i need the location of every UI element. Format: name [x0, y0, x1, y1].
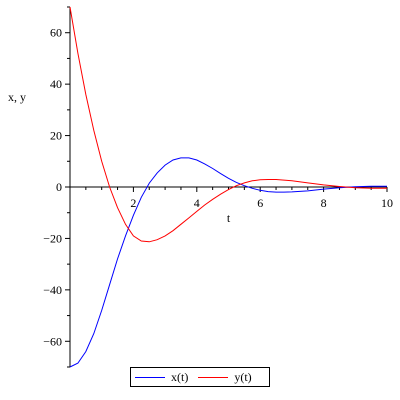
legend: x(t) y(t): [130, 367, 270, 387]
legend-label-y: y(t): [234, 369, 252, 384]
x-tick-label: 10: [381, 196, 393, 210]
y-axis-title: x, y: [8, 90, 26, 104]
series-line-y: [69, 6, 387, 243]
y-tick-label: 60: [50, 26, 62, 40]
axes: [65, 6, 388, 368]
x-tick-label: 8: [321, 196, 327, 210]
series-line-x: [69, 157, 387, 368]
y-tick-label: −20: [43, 231, 62, 245]
labels-layer: 60 40 20 0 −20 −40 −60 2 4 6 8 10: [43, 26, 393, 349]
legend-item-x: x(t): [135, 370, 188, 385]
y-tick-label: −60: [43, 334, 62, 348]
y-tick-label: 20: [50, 129, 62, 143]
x-tick-label: 4: [194, 196, 200, 210]
x-tick-label: 6: [257, 196, 263, 210]
x-axis-title: t: [227, 211, 231, 225]
y-tick-label: 0: [56, 180, 62, 194]
legend-swatch-x: [135, 376, 165, 378]
series-layer: [69, 6, 387, 368]
x-tick-label: 2: [130, 196, 136, 210]
y-tick-label: −40: [43, 283, 62, 297]
legend-item-y: y(t): [198, 369, 252, 385]
legend-label-x: x(t): [171, 369, 189, 384]
legend-swatch-y: [198, 376, 229, 378]
y-tick-label: 40: [50, 77, 62, 91]
